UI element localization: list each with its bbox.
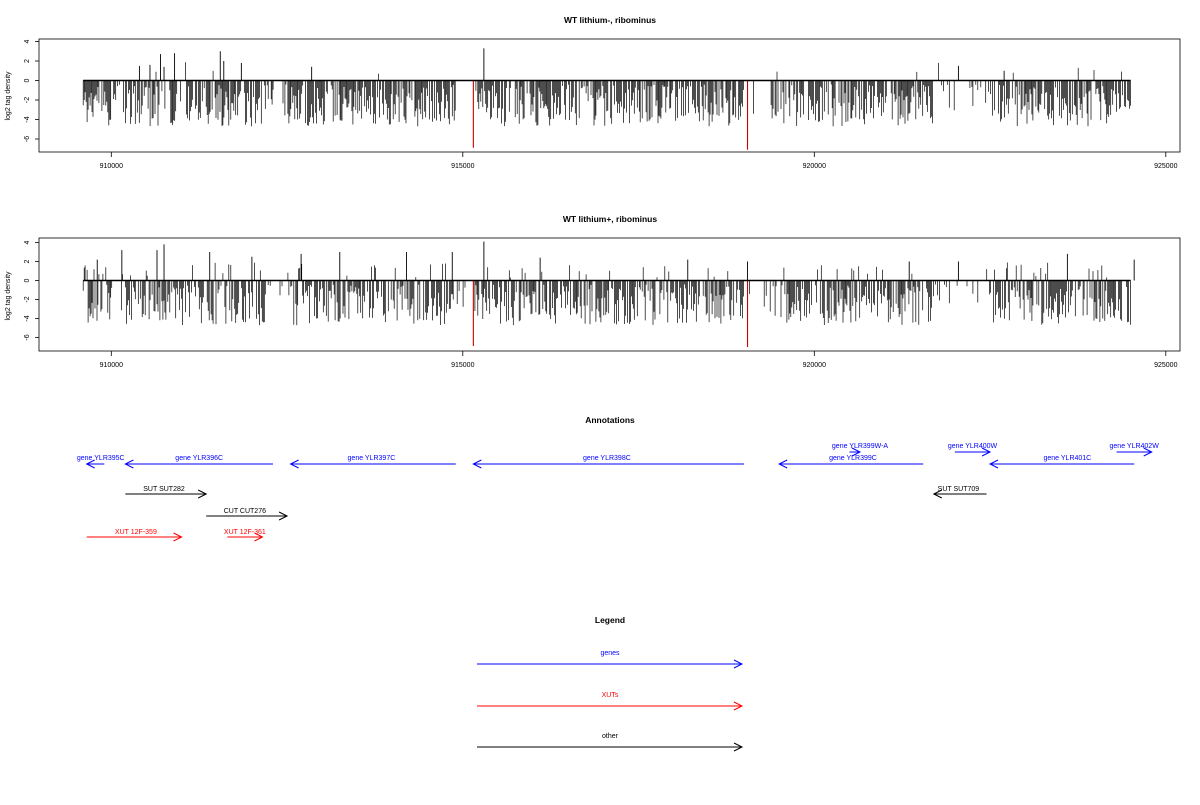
annotation-arrow (1116, 447, 1153, 457)
annotation-label: gene YLR400W (948, 443, 998, 450)
legend-arrow (477, 742, 744, 752)
annotation-arrow (86, 532, 183, 542)
density-bars (82, 62, 1131, 127)
y-tick-label: -4 (24, 315, 31, 321)
y-tick-label: -2 (24, 97, 31, 103)
x-tick-label: 925000 (1154, 163, 1177, 170)
x-tick-label: 915000 (451, 362, 474, 369)
annotation-label: gene YLR399C (829, 455, 877, 462)
spikes (138, 48, 1005, 150)
panel-title: WT lithium+, ribominus (563, 214, 657, 224)
legend-arrow (477, 659, 744, 669)
legend-items: genes XUTs other (477, 650, 744, 752)
y-axis-label: log2 tag density (5, 71, 12, 121)
x-tick-label: 910000 (100, 362, 123, 369)
annotation-label: gene YLR397C (348, 455, 396, 462)
y-tick-label: 2 (24, 59, 31, 63)
x-tick-label: 925000 (1154, 362, 1177, 369)
annotation-arrow (988, 459, 1135, 469)
y-tick-label: -4 (24, 116, 31, 122)
annotations-panel: Annotations gene YLR395C gene YLR396C gene… (77, 415, 1160, 542)
annotation-label: CUT CUT276 (224, 508, 266, 515)
x-tick-label: 920000 (803, 163, 826, 170)
annotation-arrow (124, 459, 273, 469)
annotation-arrow (125, 489, 208, 499)
annotations-title: Annotations (585, 415, 635, 425)
legend-label: other (602, 733, 619, 740)
annotation-arrow (206, 511, 289, 521)
density-bars (82, 262, 1131, 326)
y-axis: 4 2 0 -2 -4 -6 (24, 39, 39, 142)
bars (82, 62, 1131, 127)
plot-frame (38, 38, 1181, 153)
y-tick-label: -6 (24, 136, 31, 142)
y-tick-label: 0 (24, 278, 31, 282)
annotation-arrow (849, 447, 862, 457)
panel-lithium-minus: WT lithium-, ribominus log2 tag density … (5, 15, 1181, 170)
y-axis-label: log2 tag density (5, 271, 12, 321)
legend-title: Legend (595, 615, 625, 625)
x-tick-label: 915000 (451, 163, 474, 170)
y-tick-label: 0 (24, 78, 31, 82)
annotation-arrow (778, 459, 924, 469)
panel-lithium-plus: WT lithium+, ribominus log2 tag density … (5, 214, 1181, 369)
x-tick-label: 910000 (100, 163, 123, 170)
annotation-label: gene YLR398C (583, 455, 631, 462)
annotation-arrow (932, 489, 987, 499)
y-tick-label: -6 (24, 334, 31, 340)
annotation-label: XUT 12F-359 (115, 529, 157, 536)
annotation-label: gene YLR402W (1110, 443, 1160, 450)
annotation-label: gene YLR401C (1044, 455, 1092, 462)
annotation-arrow (85, 459, 105, 469)
annotation-label: SUT SUT709 (938, 486, 980, 493)
legend: Legend genes XUTs other (477, 615, 744, 752)
annotation-label: gene YLR399W-A (832, 443, 888, 450)
y-tick-label: 2 (24, 259, 31, 263)
annotation-label: XUT 12F-361 (224, 529, 266, 536)
x-axis: 910000 915000 920000 925000 (100, 351, 1178, 369)
bars (82, 262, 1131, 326)
annotation-arrow (227, 532, 264, 542)
annotation-label: gene YLR396C (175, 455, 223, 462)
annotation-arrow (954, 447, 992, 457)
spikes (96, 241, 1135, 347)
x-axis: 910000 915000 920000 925000 (100, 152, 1178, 170)
plot-frame (38, 237, 1181, 352)
legend-label: genes (600, 650, 620, 657)
annotation-features: gene YLR395C gene YLR396C gene YLR397C gene… (77, 443, 1160, 542)
annotation-label: gene YLR395C (77, 455, 125, 462)
legend-label: XUTs (602, 692, 619, 699)
legend-arrow (477, 701, 744, 711)
y-tick-label: 4 (24, 39, 31, 43)
annotation-arrow (289, 459, 456, 469)
y-axis: 4 2 0 -2 -4 -6 (24, 240, 39, 341)
x-tick-label: 920000 (803, 362, 826, 369)
panel-title: WT lithium-, ribominus (564, 15, 656, 25)
annotation-arrow (472, 459, 744, 469)
y-tick-label: -2 (24, 296, 31, 302)
annotation-label: SUT SUT282 (143, 486, 185, 493)
y-tick-label: 4 (24, 240, 31, 244)
